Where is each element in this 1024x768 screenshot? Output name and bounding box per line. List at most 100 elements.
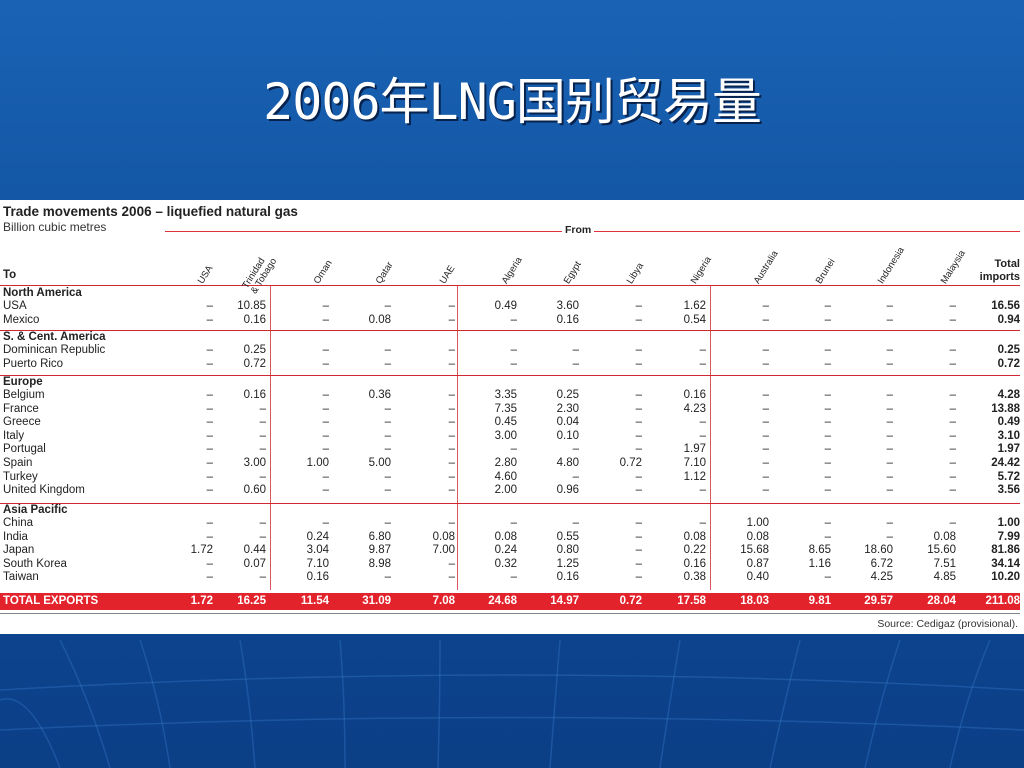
- table-cell: 0.72: [619, 457, 642, 469]
- source-note: Source: Cedigaz (provisional).: [877, 618, 1018, 630]
- table-cell: 0.07: [243, 557, 266, 570]
- table-cell: 0.55: [556, 530, 579, 543]
- table-cell: 0.16: [243, 389, 266, 401]
- table-cell: 2.00: [494, 484, 517, 497]
- grand-total-cell: 211.08: [985, 595, 1020, 607]
- table-cell: 18.60: [864, 544, 893, 557]
- row-total-cell: 13.88: [991, 402, 1020, 415]
- table-cell: –: [259, 416, 266, 429]
- table-cell: 0.32: [494, 557, 517, 570]
- table-cell: –: [206, 457, 213, 469]
- table-cell: –: [635, 344, 642, 356]
- table-cell: 0.16: [556, 571, 579, 584]
- table-cell: –: [510, 313, 517, 326]
- table-cell: 0.45: [494, 416, 517, 429]
- table-cell: –: [448, 429, 455, 442]
- table-cell: –: [448, 484, 455, 497]
- table-cell: 0.08: [933, 530, 956, 543]
- row-label: India: [3, 530, 28, 543]
- table-cell: 15.68: [740, 544, 769, 557]
- table-cell: –: [259, 429, 266, 442]
- table-cell: –: [448, 470, 455, 483]
- table-cell: 0.87: [746, 557, 769, 570]
- table-cell: 8.65: [808, 544, 831, 557]
- table-cell: 0.54: [683, 313, 706, 326]
- table-cell: 0.40: [746, 571, 769, 584]
- table-cell: 9.87: [368, 544, 391, 557]
- table-cell: 0.08: [683, 530, 706, 543]
- table-row: South Korea – 0.07 7.10 8.98 – 0.32 1.25 – 0.16 0.…: [0, 558, 1024, 572]
- row-total-cell: 0.94: [997, 313, 1020, 326]
- table-cell: –: [949, 313, 956, 326]
- row-label: Spain: [3, 457, 33, 469]
- from-label: From: [562, 224, 595, 236]
- section-label: North America: [3, 287, 82, 299]
- table-cell: 6.72: [870, 557, 893, 570]
- column-header: Egypt: [561, 259, 584, 286]
- table-cell: –: [448, 344, 455, 356]
- section-divider: [0, 330, 1020, 331]
- column-header: Algeria: [499, 255, 525, 286]
- table-cell: –: [762, 300, 769, 312]
- table-cell: –: [572, 517, 579, 529]
- table-cell: –: [384, 300, 391, 312]
- table-cell: –: [635, 470, 642, 483]
- table-cell: –: [949, 357, 956, 370]
- row-label: Dominican Republic: [3, 344, 106, 356]
- table-row: Taiwan – – 0.16 – – – 0.16 – 0.38 0.40 – 4.25 4.85 10.…: [0, 571, 1024, 585]
- table-cell: –: [322, 416, 329, 429]
- table-cell: –: [384, 357, 391, 370]
- table-cell: –: [824, 484, 831, 497]
- table-cell: –: [206, 557, 213, 570]
- table-cell: –: [762, 402, 769, 415]
- table-cell: –: [259, 571, 266, 584]
- table-cell: –: [322, 300, 329, 312]
- table-cell: 0.22: [683, 544, 706, 557]
- table-cell: 0.10: [556, 429, 579, 442]
- table-cell: –: [322, 517, 329, 529]
- table-cell: –: [949, 429, 956, 442]
- section-label: S. & Cent. America: [3, 331, 106, 343]
- table-cell: –: [206, 344, 213, 356]
- row-label: Puerto Rico: [3, 357, 64, 370]
- table-cell: –: [572, 470, 579, 483]
- table-cell: –: [635, 429, 642, 442]
- table-cell: –: [635, 443, 642, 456]
- table-cell: –: [762, 389, 769, 401]
- table-cell: –: [448, 517, 455, 529]
- trade-table-panel: Trade movements 2006 – liquefied natural…: [0, 200, 1024, 634]
- table-cell: –: [886, 344, 893, 356]
- table-cell: –: [886, 530, 893, 543]
- table-cell: 2.30: [556, 402, 579, 415]
- table-cell: –: [886, 443, 893, 456]
- column-header: Indonesia: [875, 245, 907, 286]
- table-cell: –: [448, 300, 455, 312]
- row-total-cell: 5.72: [997, 470, 1020, 483]
- table-cell: –: [635, 571, 642, 584]
- table-cell: –: [322, 357, 329, 370]
- table-cell: –: [206, 484, 213, 497]
- column-divider: [710, 286, 711, 590]
- row-label: Belgium: [3, 389, 45, 401]
- slide-title: 2006年LNG国别贸易量: [263, 73, 762, 131]
- table-cell: –: [206, 517, 213, 529]
- table-cell: –: [206, 300, 213, 312]
- table-row: France – – – – – 7.35 2.30 – 4.23 – – – – 13.88: [0, 403, 1024, 417]
- table-cell: 0.36: [368, 389, 391, 401]
- table-row: USA – 10.85 – – – 0.49 3.60 – 1.62 – – – – 16.56: [0, 300, 1024, 314]
- table-cell: 3.00: [494, 429, 517, 442]
- table-cell: 0.44: [243, 544, 266, 557]
- table-cell: –: [384, 344, 391, 356]
- table-cell: –: [949, 389, 956, 401]
- table-cell: 0.24: [306, 530, 329, 543]
- table-cell: –: [206, 443, 213, 456]
- table-cell: –: [510, 571, 517, 584]
- section-divider: [0, 375, 1020, 376]
- table-cell: 0.80: [556, 544, 579, 557]
- table-row: Turkey – – – – – 4.60 – – 1.12 – – – – 5.72: [0, 471, 1024, 485]
- row-total-cell: 81.86: [991, 544, 1020, 557]
- table-cell: –: [510, 357, 517, 370]
- to-label: To: [3, 269, 17, 281]
- table-cell: –: [824, 571, 831, 584]
- table-cell: –: [824, 470, 831, 483]
